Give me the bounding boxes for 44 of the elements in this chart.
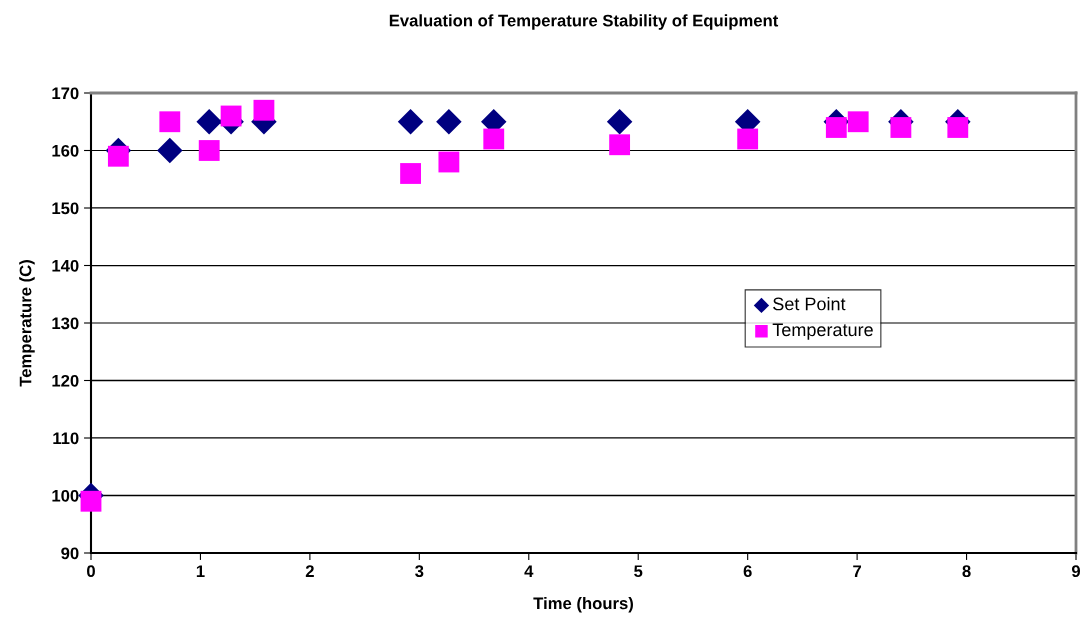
point <box>609 134 631 156</box>
legend-label: Set Point <box>773 297 846 311</box>
point <box>438 151 460 173</box>
x-tick-label: 1 <box>196 565 205 577</box>
x-tick-label: 3 <box>415 565 424 578</box>
point <box>107 145 129 167</box>
legend-label: Temperature <box>772 323 873 340</box>
y-tick-label: 140 <box>52 259 79 272</box>
point <box>436 108 462 135</box>
y-tick-label: 120 <box>52 374 79 387</box>
y-tick-label: 90 <box>61 547 79 560</box>
point <box>737 128 759 150</box>
y-axis-title: Temperature (C) <box>19 260 35 387</box>
point <box>606 108 633 135</box>
y-tick-label: 130 <box>52 317 79 330</box>
y-tick-label: 170 <box>52 87 79 100</box>
chart-title: Evaluation of Temperature Stability of Equipment <box>389 14 779 30</box>
point <box>196 108 222 135</box>
point <box>400 163 421 184</box>
point <box>159 111 181 133</box>
point <box>483 128 505 150</box>
x-tick-label: 7 <box>853 565 862 577</box>
x-tick-label: 2 <box>305 565 314 577</box>
point <box>220 105 242 127</box>
y-tick-label: 160 <box>52 144 79 157</box>
point <box>397 108 424 135</box>
y-tick-label: 110 <box>53 432 79 445</box>
point <box>825 117 847 138</box>
x-tick-label: 8 <box>962 565 971 578</box>
y-tick-label: 150 <box>52 202 79 215</box>
point <box>80 490 102 512</box>
point <box>253 99 275 121</box>
x-tick-label: 0 <box>87 565 95 578</box>
point <box>198 140 220 161</box>
y-tick-label: 100 <box>52 489 79 502</box>
x-tick-label: 9 <box>1071 565 1081 578</box>
point <box>947 117 969 138</box>
point <box>847 111 869 133</box>
point <box>890 117 912 138</box>
x-axis-title: Time (hours) <box>533 597 633 613</box>
x-tick-label: 6 <box>743 565 752 578</box>
x-tick-label: 4 <box>524 565 534 577</box>
x-tick-label: 5 <box>634 565 643 578</box>
point <box>157 137 183 164</box>
